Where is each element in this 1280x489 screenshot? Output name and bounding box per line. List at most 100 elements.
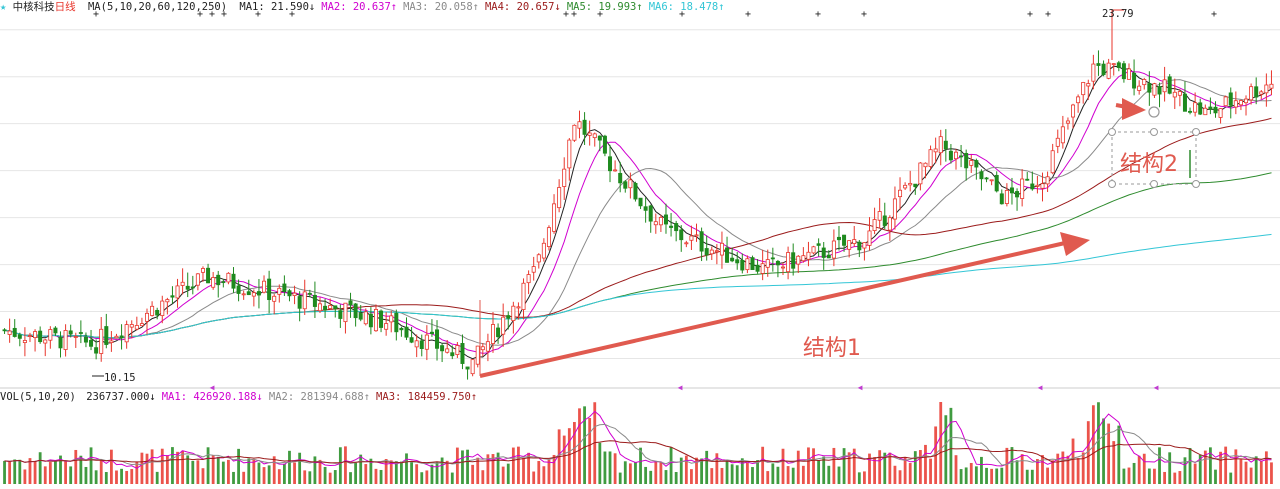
- candle-body: [557, 187, 562, 209]
- candle-body: [765, 259, 770, 268]
- candle-body: [979, 171, 984, 180]
- volume-bar: [99, 460, 103, 484]
- volume-bar: [1132, 462, 1136, 484]
- candle-body: [735, 259, 740, 264]
- candle-body: [862, 242, 867, 249]
- candle-body: [226, 272, 231, 283]
- volume-bar: [578, 408, 581, 484]
- volume-bar: [1015, 460, 1019, 484]
- ma6-line: [4, 233, 1272, 338]
- volume-bar: [613, 453, 617, 484]
- signal-marker: +: [289, 9, 295, 20]
- candle-body: [684, 242, 689, 245]
- signal-marker: +: [1027, 9, 1033, 20]
- candle-body: [206, 267, 211, 284]
- volume-bar: [1117, 425, 1121, 484]
- volume-bar: [1137, 455, 1141, 484]
- volume-bar: [929, 458, 932, 484]
- period-label[interactable]: 日线: [54, 1, 76, 13]
- volume-bar: [181, 450, 185, 484]
- candle-body: [343, 302, 348, 323]
- candle-body: [414, 340, 419, 348]
- ma-value-5: MA5: 19.993↑: [566, 1, 643, 13]
- structure1-arrowhead: [1060, 232, 1090, 256]
- volume-bar: [1076, 458, 1080, 484]
- signal-marker: +: [679, 9, 685, 20]
- signal-markers: + + + + + + + + + + + + + + + +◀ ◀ ◀ ◀ ◀: [93, 9, 1217, 392]
- volume-bar: [995, 468, 999, 484]
- candle-body: [282, 283, 287, 292]
- candle-body: [913, 183, 918, 188]
- signal-marker: +: [745, 9, 751, 20]
- volume-bar: [1158, 447, 1161, 484]
- volume-bar: [104, 472, 108, 484]
- volume-bar: [120, 468, 123, 484]
- candle-body: [455, 345, 460, 355]
- volume-bar: [338, 447, 342, 484]
- volume-bar: [730, 464, 734, 484]
- volume-ma-line: [4, 423, 1272, 466]
- volume-bar: [608, 451, 612, 484]
- volume-bar: [1066, 455, 1070, 484]
- volume-bar: [186, 455, 190, 484]
- candle-body: [150, 305, 155, 316]
- volume-bar: [1168, 452, 1172, 484]
- candle-body: [119, 335, 124, 339]
- candle-body: [994, 174, 999, 192]
- volume-bar: [1005, 447, 1009, 484]
- candle-body: [256, 291, 261, 296]
- candle-body: [775, 260, 780, 266]
- high-price-label: 23.79: [1102, 8, 1134, 20]
- candle-body: [1147, 83, 1152, 93]
- candle-body: [511, 305, 516, 321]
- candle-body: [348, 300, 353, 306]
- candle-body: [317, 303, 322, 312]
- structure2-label: 结构2: [1120, 152, 1178, 177]
- candle-body: [989, 179, 994, 182]
- candle-body: [1137, 85, 1142, 91]
- volume-bar: [1142, 453, 1146, 484]
- candle-body: [272, 295, 277, 302]
- volume-bar: [54, 460, 57, 484]
- candle-body: [1238, 100, 1243, 106]
- candle-body: [796, 255, 801, 265]
- volume-bar: [527, 452, 531, 484]
- candle-body: [1106, 62, 1111, 79]
- volume-bar: [59, 455, 62, 484]
- candlesticks: [2, 50, 1274, 380]
- volume-bar: [690, 469, 693, 484]
- candle-body: [1177, 91, 1182, 96]
- volume-bar: [79, 455, 83, 484]
- volume-bar: [496, 452, 500, 484]
- candle-body: [170, 295, 175, 298]
- candle-body: [1009, 187, 1014, 194]
- volume-bar: [908, 463, 912, 484]
- volume-bar: [791, 467, 795, 484]
- candle-body: [714, 250, 719, 253]
- candle-body: [221, 281, 226, 284]
- volume-bar: [618, 472, 622, 484]
- volume-bar: [705, 450, 709, 484]
- volume-bar: [695, 457, 698, 484]
- volume-bar: [980, 456, 983, 484]
- candle-body: [872, 219, 877, 231]
- candle-body: [506, 315, 511, 319]
- volume-bar: [659, 461, 663, 484]
- candle-body: [689, 235, 694, 241]
- volume-bar: [684, 455, 688, 484]
- candle-body: [694, 234, 699, 237]
- volume-bar: [669, 447, 673, 484]
- candle-body: [139, 323, 144, 327]
- candle-body: [1126, 68, 1131, 80]
- volume-bar: [1259, 461, 1263, 484]
- volume-bar: [511, 447, 515, 484]
- volume-bar: [873, 456, 876, 484]
- volume-bar: [771, 463, 775, 484]
- signal-marker: +: [209, 9, 215, 20]
- volume-bar: [257, 462, 261, 484]
- candle-body: [236, 285, 241, 294]
- volume-bar: [1229, 472, 1233, 484]
- candle-body: [373, 309, 378, 332]
- candle-body: [918, 162, 923, 185]
